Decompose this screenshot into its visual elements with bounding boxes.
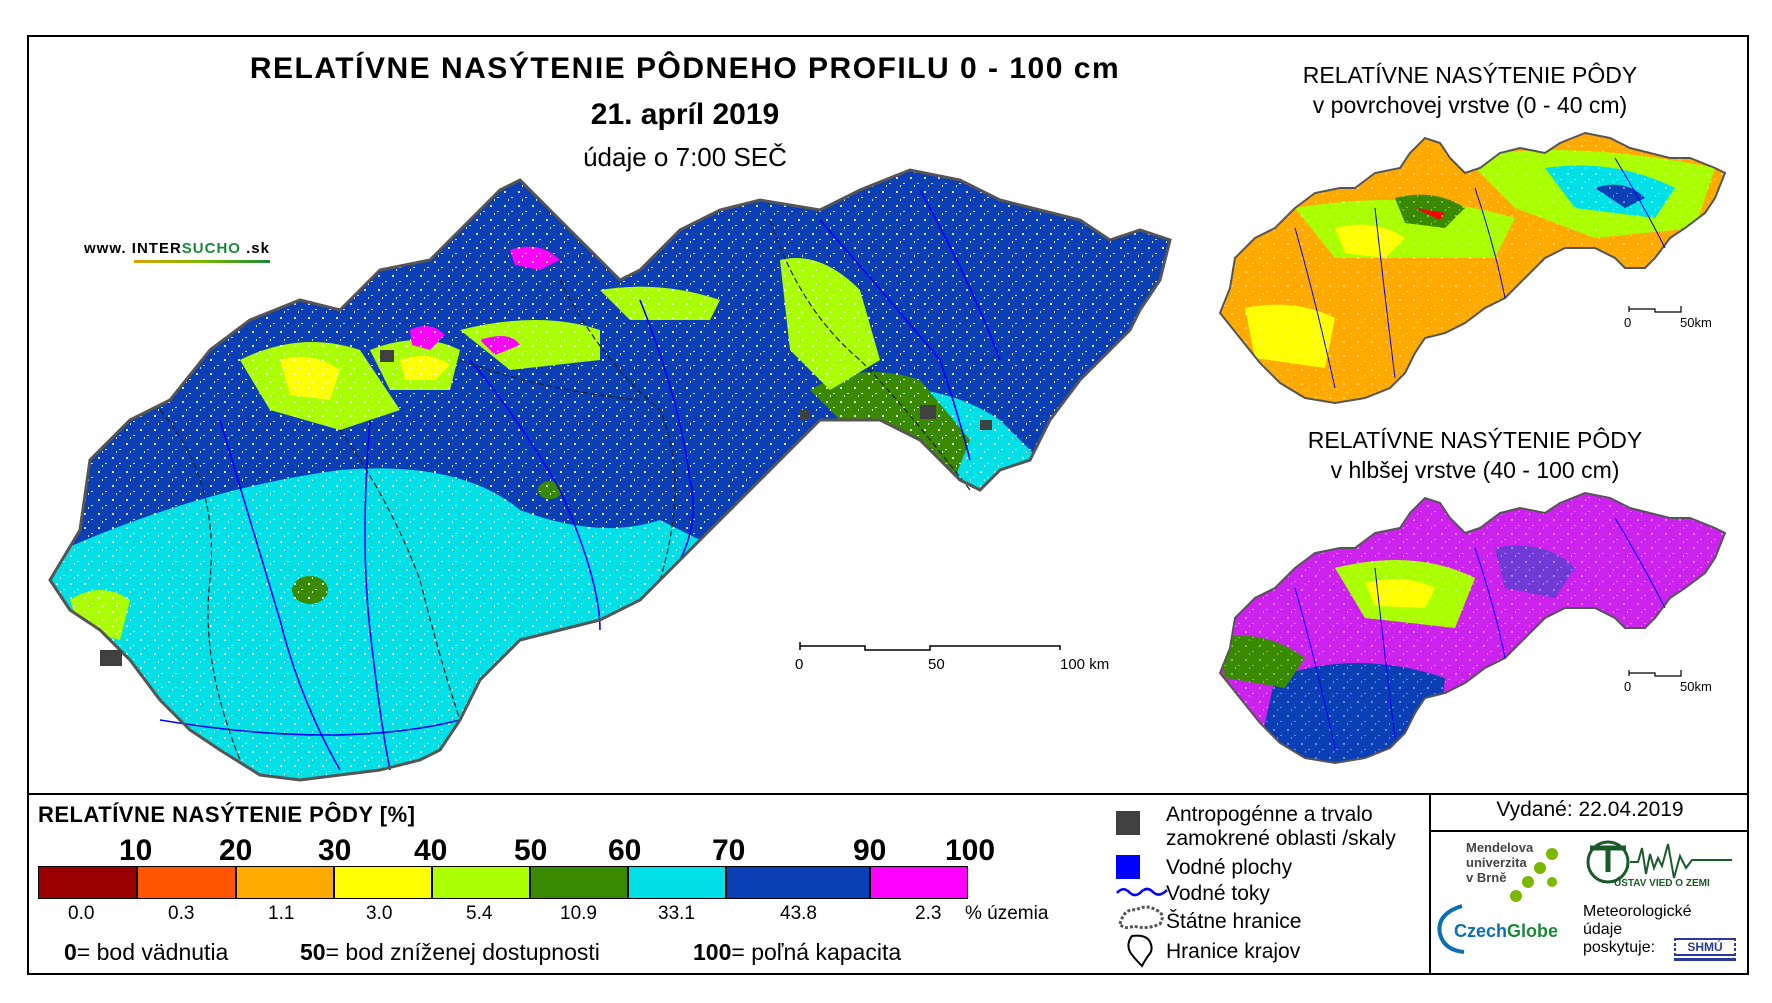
anthropogenic-label: Antropogénne a trvalo zamokrené oblasti … <box>1166 803 1396 851</box>
legend-share-0: 0.0 <box>68 903 95 924</box>
issued-divider <box>1429 830 1749 832</box>
main-scale-50: 50 <box>928 656 945 673</box>
anthropogenic-line1: Antropogénne a trvalo <box>1166 803 1373 826</box>
main-scale-0: 0 <box>795 656 804 673</box>
streams-icon <box>1116 887 1168 897</box>
state-border-icon <box>1118 905 1164 930</box>
legend-swatch-6 <box>628 866 726 899</box>
legend-swatch-2 <box>236 866 334 899</box>
regions-label: Hranice krajov <box>1166 940 1301 963</box>
legend-swatch-4 <box>432 866 530 899</box>
website-suffix: .sk <box>246 240 270 257</box>
mendel-logo-text: Mendelova univerzita v Brně <box>1466 840 1533 885</box>
mendel-line2: univerzita <box>1466 855 1527 870</box>
water-bodies-swatch <box>1116 855 1140 879</box>
legend-threshold-100: 100 <box>945 834 996 867</box>
main-date: 21. apríl 2019 <box>590 98 780 131</box>
state-border-label: Štátne hranice <box>1166 910 1302 933</box>
legend-threshold-50: 50 <box>514 834 548 867</box>
legend-share-1: 0.3 <box>168 903 195 924</box>
main-map <box>48 168 1172 782</box>
regions-icon <box>1127 934 1153 968</box>
legend-divider <box>27 793 1749 795</box>
legend-threshold-20: 20 <box>219 834 253 867</box>
surface-scale-50: 50km <box>1680 315 1712 330</box>
surface-scale-bar <box>1628 306 1682 313</box>
legend-note-50-value: 50 <box>300 939 326 965</box>
surface-map-title: RELATÍVNE NASÝTENIE PÔDY v povrchovej vr… <box>1245 60 1695 120</box>
meteo-line1: Meteorologické <box>1583 903 1692 920</box>
legend-note-50: 50= bod zníženej dostupnosti <box>300 939 600 966</box>
ustav-logo <box>1586 840 1732 884</box>
legend-share-6: 33.1 <box>658 903 695 924</box>
legend-share-3: 3.0 <box>366 903 393 924</box>
czechglobe-logo-text: CzechGlobe <box>1454 921 1558 942</box>
legend-threshold-40: 40 <box>414 834 448 867</box>
ustav-text: ÚSTAV VIED O ZEMI <box>1614 878 1710 889</box>
legend-threshold-90: 90 <box>853 834 887 867</box>
legend-swatch-7 <box>726 866 870 899</box>
legend-note-100: 100= poľná kapacita <box>693 939 901 966</box>
website-prefix: www. <box>84 240 127 257</box>
meteo-text: Meteorologické údaje poskytuje: <box>1583 903 1692 957</box>
logo-panel-divider <box>1429 793 1431 975</box>
meteo-line2: údaje <box>1583 921 1623 938</box>
deep-title-line1: RELATÍVNE NASÝTENIE PÔDY <box>1307 427 1643 453</box>
water-bodies-label: Vodné plochy <box>1166 856 1293 879</box>
legend-note-50-text: = bod zníženej dostupnosti <box>325 939 600 965</box>
map-frame <box>27 35 1749 975</box>
legend-swatch-3 <box>334 866 432 899</box>
website-brand-a: INTER <box>131 240 182 257</box>
legend-share-5: 10.9 <box>560 903 597 924</box>
main-title: RELATÍVNE NASÝTENIE PÔDNEHO PROFILU 0 - … <box>249 52 1121 85</box>
main-scale-100: 100 km <box>1060 656 1110 673</box>
mendel-line1: Mendelova <box>1466 840 1534 855</box>
legend-share-4: 5.4 <box>466 903 493 924</box>
czechglobe-a: Czech <box>1454 921 1508 941</box>
deep-map <box>1218 491 1727 765</box>
legend-swatch-5 <box>530 866 628 899</box>
anthropogenic-swatch <box>1116 811 1140 835</box>
streams-label: Vodné toky <box>1166 882 1270 905</box>
legend-threshold-30: 30 <box>318 834 352 867</box>
czechglobe-b: Globe <box>1507 921 1559 941</box>
legend-note-0: 0= bod vädnutia <box>64 939 228 966</box>
legend-threshold-60: 60 <box>608 834 642 867</box>
website-link[interactable]: www. INTERSUCHO .sk <box>84 240 270 263</box>
legend-swatch-1 <box>137 866 236 899</box>
main-subtitle: údaje o 7:00 SEČ <box>583 142 787 172</box>
deep-scale-0: 0 <box>1624 679 1632 694</box>
meteo-line3: poskytuje: <box>1583 939 1656 956</box>
deep-map-title: RELATÍVNE NASÝTENIE PÔDY v hlbšej vrstve… <box>1250 425 1700 485</box>
czechglobe-swoosh <box>1437 904 1465 954</box>
deep-title-line2: v hlbšej vrstve (40 - 100 cm) <box>1330 457 1620 483</box>
legend-note-0-value: 0 <box>64 939 77 965</box>
surface-title-line1: RELATÍVNE NASÝTENIE PÔDY <box>1302 62 1638 88</box>
anthropogenic-line2: zamokrené oblasti /skaly <box>1166 827 1396 850</box>
legend-note-0-text: = bod vädnutia <box>76 939 229 965</box>
legend-swatch-0 <box>38 866 137 899</box>
legend-share-8: 2.3 <box>915 903 942 924</box>
mendel-dots-logo <box>1510 848 1558 902</box>
legend-threshold-70: 70 <box>712 834 746 867</box>
mendel-line3: v Brně <box>1466 870 1507 885</box>
legend-share-2: 1.1 <box>268 903 295 924</box>
legend-share-unit: % územia <box>965 903 1049 924</box>
website-underline <box>134 260 270 263</box>
legend-swatch-8 <box>870 866 968 899</box>
legend-title: RELATÍVNE NASÝTENIE PÔDY [%] <box>38 802 416 827</box>
legend-note-100-text: = poľná kapacita <box>731 939 902 965</box>
surface-title-line2: v povrchovej vrstve (0 - 40 cm) <box>1312 92 1628 118</box>
website-brand-b: SUCHO <box>181 240 241 257</box>
surface-scale-0: 0 <box>1624 315 1632 330</box>
issued-date: Vydané: 22.04.2019 <box>1496 798 1684 821</box>
deep-scale-50: 50km <box>1680 679 1712 694</box>
legend-threshold-10: 10 <box>119 834 153 867</box>
deep-scale-bar <box>1628 670 1682 677</box>
legend-share-7: 43.8 <box>780 903 817 924</box>
shmu-logo-text: SHMÚ <box>1676 940 1734 954</box>
surface-map <box>1218 131 1727 405</box>
legend-note-100-value: 100 <box>693 939 732 965</box>
main-scale-bar <box>799 642 1061 651</box>
